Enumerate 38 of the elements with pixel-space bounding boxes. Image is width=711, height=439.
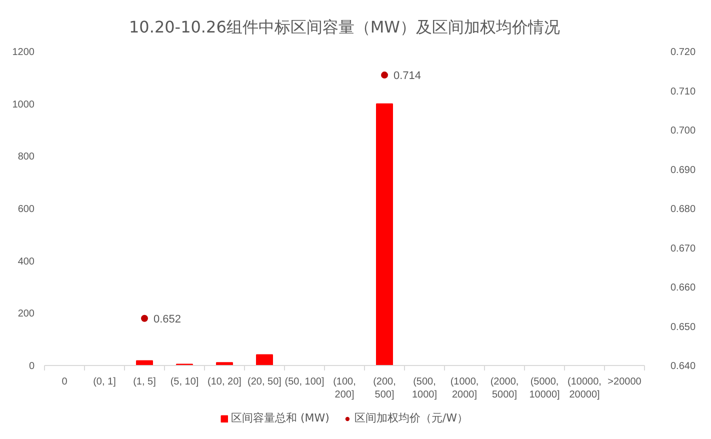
y-tick-label: 0 bbox=[28, 361, 35, 372]
data-label: 0.652 bbox=[154, 313, 182, 326]
x-tick-label: (50, 100] bbox=[284, 376, 324, 388]
y2-tick-label: 0.660 bbox=[670, 282, 696, 294]
chart-title: 10.20-10.26组件中标区间容量（MW）及区间加权均价情况 bbox=[128, 18, 560, 36]
x-tick-label: 0 bbox=[62, 376, 68, 388]
y2-tick-label: 0.700 bbox=[670, 126, 696, 136]
bar bbox=[376, 103, 393, 366]
x-tick-label: (100, 200] bbox=[333, 376, 356, 401]
y-tick-label: 1000 bbox=[12, 99, 35, 110]
y2-tick-label: 0.710 bbox=[670, 86, 696, 98]
x-tick-label: (5, 10] bbox=[170, 376, 199, 388]
x-tick-label: (0, 1] bbox=[93, 376, 116, 388]
x-tick-label: (2000, 5000] bbox=[490, 376, 519, 401]
y2-tick-label: 0.640 bbox=[670, 361, 696, 372]
y-tick-label: 600 bbox=[18, 204, 35, 215]
x-tick-label: (5000, 10000] bbox=[529, 376, 560, 401]
x-tick-label: (200, 500] bbox=[373, 376, 396, 401]
y2-tick-label: 0.690 bbox=[670, 164, 696, 176]
y2-tick-label: 0.650 bbox=[670, 322, 696, 333]
x-tick-label: (10000, 20000] bbox=[568, 376, 602, 401]
y2-tick-label: 0.670 bbox=[670, 243, 696, 254]
x-tick-label: (1000, 2000] bbox=[450, 376, 479, 401]
bar bbox=[256, 354, 273, 366]
x-tick-label: (20, 50] bbox=[248, 376, 282, 388]
x-tick-label: >20000 bbox=[608, 376, 642, 388]
y-tick-label: 400 bbox=[18, 256, 35, 268]
x-tick-label: (1, 5] bbox=[133, 376, 156, 388]
x-tick-label: (10, 20] bbox=[208, 376, 242, 388]
y-tick-label: 1200 bbox=[12, 47, 35, 58]
legend-label: 区间容量总和 (MW) bbox=[230, 410, 330, 426]
y2-tick-label: 0.680 bbox=[670, 204, 696, 215]
data-label: 0.714 bbox=[394, 70, 422, 82]
y2-tick-label: 0.720 bbox=[670, 47, 696, 58]
y-tick-label: 200 bbox=[18, 308, 35, 320]
legend-label: 区间加权均价（元/W） bbox=[354, 410, 468, 426]
x-tick-label: (500, 1000] bbox=[412, 376, 438, 401]
y-tick-label: 800 bbox=[18, 152, 35, 163]
